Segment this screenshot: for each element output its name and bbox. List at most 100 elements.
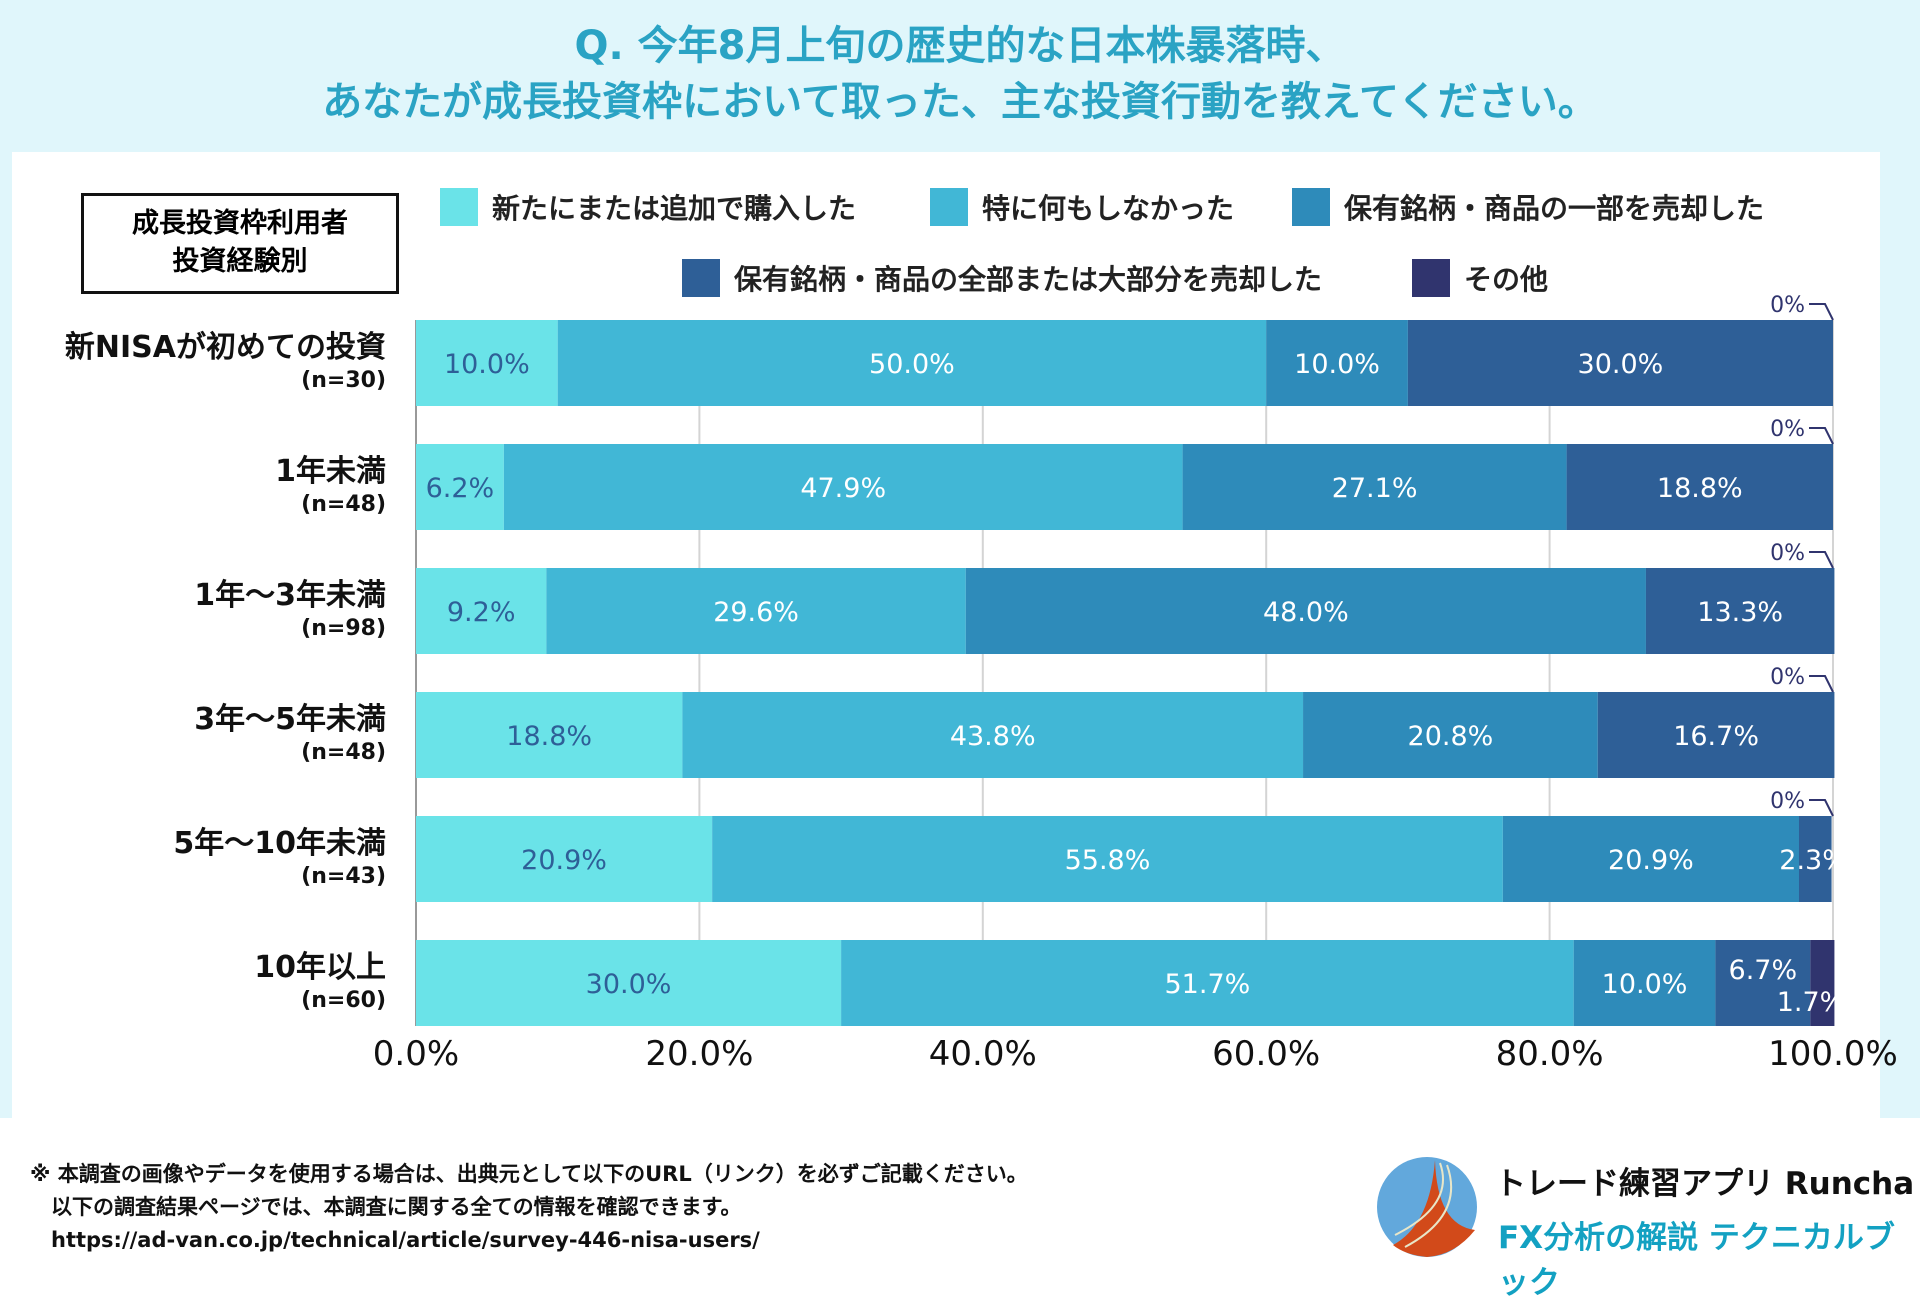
bar-segment xyxy=(682,692,1304,778)
data-label: 20.9% xyxy=(1608,845,1694,876)
title-line-1: Q. 今年8月上旬の歴史的な日本株暴落時、 xyxy=(574,23,1346,69)
zero-label: 0% xyxy=(1770,789,1805,814)
legend-item-4: 保有銘柄・商品の全部または大部分を売却した xyxy=(682,258,1322,298)
legend-item-5: その他 xyxy=(1412,258,1548,298)
category-label: 1年〜3年未満 (n=98) xyxy=(194,576,386,642)
stacked-bar-chart: 10.0% 50.0% 10.0% 30.0% 0% 6.2% 47.9% 27.1% 18.8… xyxy=(415,293,1848,1026)
category-n: (n=48) xyxy=(301,740,386,765)
footer-note-1: ※ 本調査の画像やデータを使用する場合は、出典元として以下のURL（リンク）を必… xyxy=(30,1162,1028,1186)
data-label: 10.0% xyxy=(1294,349,1380,380)
legend-label: 保有銘柄・商品の一部を売却した xyxy=(1344,192,1765,225)
bar-segment xyxy=(1303,692,1598,778)
category-label: 5年〜10年未満 (n=43) xyxy=(173,824,386,890)
data-label: 16.7% xyxy=(1673,721,1759,752)
x-tick-label: 100.0% xyxy=(1768,1034,1898,1074)
data-label: 27.1% xyxy=(1332,473,1418,504)
bar-segment xyxy=(1266,320,1408,406)
legend-label: 特に何もしなかった xyxy=(982,192,1235,225)
zero-leader-line xyxy=(1809,675,1834,693)
data-label: 2.3% xyxy=(1779,845,1848,876)
category-label: 10年以上 (n=60) xyxy=(254,948,386,1014)
brand-subtitle: FX分析の解説 テクニカルブック xyxy=(1498,1220,1895,1301)
bar-segment xyxy=(1715,940,1811,1026)
zero-leader-line xyxy=(1809,303,1834,321)
bar-segment xyxy=(1182,444,1567,530)
bar-segment xyxy=(503,444,1183,530)
legend-swatch xyxy=(1292,188,1330,226)
legend-swatch xyxy=(1412,259,1450,297)
zero-label: 0% xyxy=(1770,417,1805,442)
x-tick-label: 0.0% xyxy=(372,1034,460,1074)
data-label: 10.0% xyxy=(1602,969,1688,1000)
legend-item-2: 特に何もしなかった xyxy=(930,187,1234,227)
group-label-box: 成長投資枠利用者 投資経験別 xyxy=(81,193,399,294)
data-label: 50.0% xyxy=(869,349,955,380)
x-tick-label: 40.0% xyxy=(928,1034,1037,1074)
data-label: 1.7% xyxy=(1777,987,1846,1018)
data-label: 6.7% xyxy=(1729,955,1798,986)
zero-leader-line xyxy=(1809,551,1834,569)
chart-title: Q. 今年8月上旬の歴史的な日本株暴落時、 あなたが成長投資枠において取った、主… xyxy=(0,18,1920,130)
category-n: (n=98) xyxy=(301,616,386,641)
bar-segment xyxy=(1407,320,1833,406)
data-label: 20.8% xyxy=(1408,721,1494,752)
category-name: 10年以上 xyxy=(254,950,386,985)
category-label: 1年未満 (n=48) xyxy=(275,452,386,518)
zero-leader-line xyxy=(1809,427,1834,445)
data-label: 47.9% xyxy=(800,473,886,504)
data-label: 18.8% xyxy=(1657,473,1743,504)
bar-segment xyxy=(1798,816,1832,902)
legend-label: 新たにまたは追加で購入した xyxy=(492,192,857,225)
data-label: 30.0% xyxy=(586,969,672,1000)
data-label: 18.8% xyxy=(506,721,592,752)
legend-item-1: 新たにまたは追加で購入した xyxy=(440,187,856,227)
legend-swatch xyxy=(682,259,720,297)
data-label: 51.7% xyxy=(1165,969,1251,1000)
bar-segment xyxy=(841,940,1574,1026)
data-label: 6.2% xyxy=(426,473,495,504)
bar-segment xyxy=(416,320,558,406)
category-n: (n=60) xyxy=(301,988,386,1013)
data-label: 10.0% xyxy=(444,349,530,380)
category-name: 5年〜10年未満 xyxy=(173,826,386,861)
data-label: 30.0% xyxy=(1578,349,1664,380)
runcha-logo-icon xyxy=(1377,1157,1477,1257)
data-label: 9.2% xyxy=(447,597,516,628)
bar-segment xyxy=(1597,692,1835,778)
x-tick-label: 60.0% xyxy=(1212,1034,1321,1074)
bar-segment xyxy=(557,320,1267,406)
title-line-2: あなたが成長投資枠において取った、主な投資行動を教えてください。 xyxy=(322,79,1598,125)
bar-segment xyxy=(712,816,1503,902)
category-name: 3年〜5年未満 xyxy=(194,702,386,737)
category-n: (n=48) xyxy=(301,492,386,517)
footer-note-2: 以下の調査結果ページでは、本調査に関する全ての情報を確認できます。 xyxy=(30,1195,742,1219)
legend-label: その他 xyxy=(1464,263,1549,296)
bar-segment xyxy=(965,568,1646,654)
legend-label: 保有銘柄・商品の全部または大部分を売却した xyxy=(734,263,1323,296)
bar-segment xyxy=(416,816,713,902)
data-label: 43.8% xyxy=(950,721,1036,752)
bar-segment xyxy=(416,692,683,778)
bar-segment xyxy=(416,444,504,530)
category-label: 3年〜5年未満 (n=48) xyxy=(194,700,386,766)
category-n: (n=43) xyxy=(301,864,386,889)
bar-segment xyxy=(1810,940,1835,1026)
x-tick-label: 20.0% xyxy=(645,1034,754,1074)
category-n: (n=30) xyxy=(301,368,386,393)
bar-segment xyxy=(546,568,966,654)
bar-segment xyxy=(1502,816,1799,902)
legend-item-3: 保有銘柄・商品の一部を売却した xyxy=(1292,187,1764,227)
footer-notes: ※ 本調査の画像やデータを使用する場合は、出典元として以下のURL（リンク）を必… xyxy=(30,1158,1028,1257)
data-label: 20.9% xyxy=(521,845,607,876)
footer-url[interactable]: https://ad-van.co.jp/technical/article/s… xyxy=(30,1228,760,1252)
group-label-line-1: 成長投資枠利用者 xyxy=(132,208,348,239)
brand-name: トレード練習アプリ Runcha xyxy=(1495,1166,1915,1202)
category-name: 新NISAが初めての投資 xyxy=(64,330,386,365)
category-label: 新NISAが初めての投資 (n=30) xyxy=(65,328,386,394)
data-label: 48.0% xyxy=(1263,597,1349,628)
bar-segment xyxy=(416,568,547,654)
bar-segment xyxy=(1573,940,1716,1026)
category-name: 1年未満 xyxy=(275,454,386,489)
data-label: 13.3% xyxy=(1697,597,1783,628)
x-tick-label: 80.0% xyxy=(1495,1034,1604,1074)
